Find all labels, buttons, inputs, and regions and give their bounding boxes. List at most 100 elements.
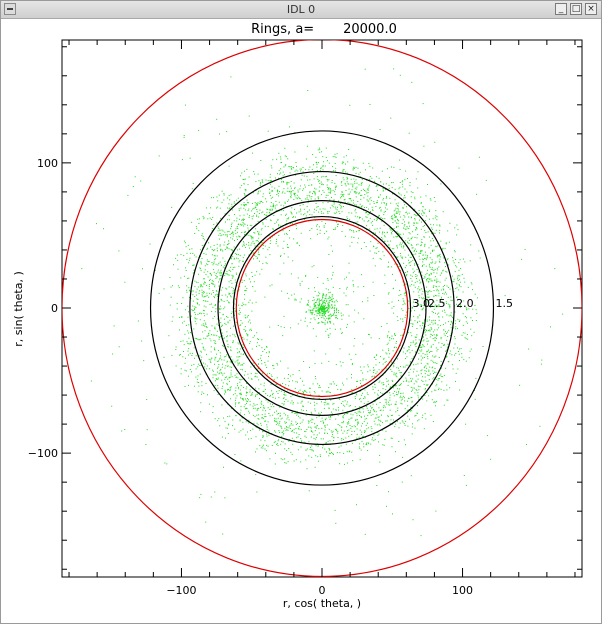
- scatter-point: [331, 278, 333, 280]
- scatter-point: [259, 201, 261, 203]
- scatter-point: [435, 389, 437, 391]
- scatter-point: [254, 372, 256, 374]
- scatter-point: [263, 407, 264, 409]
- scatter-point: [348, 183, 350, 185]
- scatter-point: [212, 369, 214, 371]
- scatter-point: [328, 254, 330, 255]
- scatter-point: [411, 216, 412, 218]
- scatter-point: [217, 350, 219, 351]
- scatter-point: [184, 242, 186, 244]
- scatter-point: [294, 208, 295, 210]
- scatter-point: [398, 369, 400, 371]
- scatter-point: [328, 428, 330, 430]
- scatter-point: [219, 133, 220, 135]
- scatter-point: [328, 304, 330, 306]
- scatter-point: [395, 375, 397, 377]
- scatter-point: [313, 178, 315, 180]
- scatter-point: [261, 363, 263, 365]
- scatter-point: [351, 426, 353, 427]
- scatter-point: [366, 403, 368, 405]
- scatter-point: [277, 190, 279, 192]
- scatter-point: [252, 192, 254, 194]
- scatter-point: [396, 316, 398, 318]
- scatter-point: [418, 255, 420, 257]
- scatter-point: [224, 241, 226, 243]
- scatter-point: [387, 380, 389, 382]
- scatter-point: [329, 297, 331, 299]
- scatter-point: [270, 406, 272, 408]
- title-bar[interactable]: IDL 0 _ □ ×: [1, 1, 601, 19]
- scatter-point: [405, 377, 407, 379]
- scatter-point: [276, 221, 277, 223]
- scatter-point: [454, 271, 456, 273]
- scatter-point: [216, 243, 218, 245]
- scatter-point: [204, 366, 206, 368]
- scatter-point: [349, 193, 350, 195]
- scatter-point: [216, 323, 218, 325]
- scatter-point: [232, 342, 234, 344]
- scatter-point: [334, 301, 336, 303]
- scatter-point: [284, 147, 286, 149]
- scatter-point: [398, 441, 400, 442]
- scatter-point: [235, 233, 237, 235]
- scatter-point: [272, 196, 274, 198]
- scatter-point: [432, 378, 434, 380]
- scatter-point: [280, 178, 282, 180]
- scatter-point: [444, 285, 445, 286]
- scatter-point: [391, 379, 393, 381]
- scatter-point: [200, 402, 202, 404]
- scatter-point: [242, 220, 244, 221]
- scatter-point: [400, 366, 401, 368]
- scatter-point: [340, 312, 342, 314]
- scatter-point: [219, 372, 221, 374]
- scatter-point: [331, 314, 333, 316]
- scatter-point: [438, 292, 440, 294]
- scatter-point: [300, 298, 302, 300]
- scatter-point: [284, 202, 286, 204]
- scatter-point: [262, 436, 264, 438]
- scatter-point: [289, 439, 291, 441]
- scatter-point: [406, 191, 408, 193]
- scatter-point: [431, 321, 433, 323]
- scatter-point: [437, 349, 439, 350]
- scatter-point: [326, 328, 328, 330]
- scatter-point: [327, 289, 329, 291]
- scatter-point: [417, 291, 419, 293]
- scatter-point: [470, 348, 472, 350]
- scatter-point: [410, 342, 412, 344]
- scatter-point: [419, 282, 421, 284]
- scatter-point: [435, 295, 436, 296]
- scatter-point: [276, 391, 278, 393]
- close-button[interactable]: ×: [585, 3, 597, 15]
- scatter-point: [213, 263, 215, 265]
- scatter-point: [223, 301, 225, 302]
- scatter-point: [230, 369, 232, 371]
- minimize-button[interactable]: _: [555, 3, 567, 15]
- scatter-point: [232, 275, 234, 277]
- scatter-point: [315, 161, 317, 163]
- scatter-point: [321, 308, 323, 310]
- scatter-point: [237, 258, 239, 260]
- maximize-button[interactable]: □: [570, 3, 582, 15]
- scatter-point: [269, 285, 271, 287]
- window-menu-icon[interactable]: [4, 3, 16, 15]
- scatter-point: [416, 328, 418, 329]
- scatter-point: [292, 223, 293, 225]
- scatter-point: [250, 281, 251, 283]
- scatter-point: [423, 428, 425, 430]
- scatter-point: [258, 379, 260, 381]
- scatter-point: [221, 372, 223, 374]
- scatter-point: [214, 348, 215, 350]
- scatter-point: [424, 300, 426, 301]
- scatter-point: [322, 322, 324, 323]
- scatter-point: [382, 349, 384, 351]
- scatter-point: [389, 409, 391, 411]
- scatter-point: [411, 335, 413, 337]
- scatter-point: [381, 233, 383, 235]
- scatter-point: [407, 405, 409, 407]
- scatter-point: [385, 420, 387, 422]
- scatter-point: [283, 188, 285, 190]
- scatter-point: [328, 188, 330, 189]
- scatter-point: [283, 326, 285, 328]
- scatter-point: [231, 376, 233, 378]
